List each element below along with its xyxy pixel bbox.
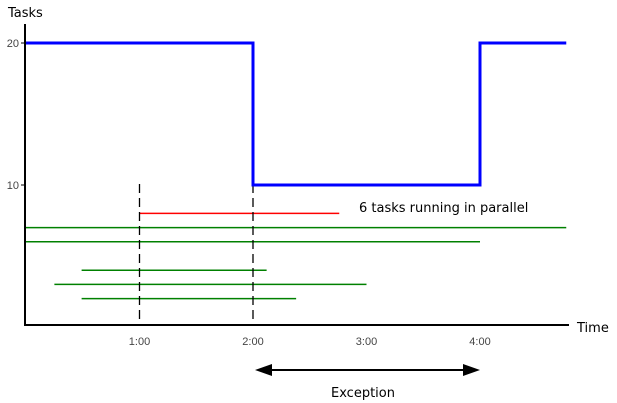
- y-tick-label: 20: [7, 38, 19, 50]
- capacity-line: [26, 41, 567, 187]
- arrow-left-icon: [255, 364, 272, 376]
- x-tick-label: 3:00: [356, 336, 377, 348]
- arrow-right-icon: [463, 364, 480, 376]
- y-axis-label: Tasks: [7, 6, 43, 21]
- x-tick-label: 2:00: [242, 336, 263, 348]
- x-tick-label: 1:00: [129, 336, 150, 348]
- exception-annotation: Exception: [331, 386, 395, 401]
- x-axis-label: Time: [576, 321, 609, 336]
- parallel-annotation: 6 tasks running in parallel: [359, 201, 528, 216]
- chart-marks: 10 20 1:00 2:00 3:00 4:00: [7, 24, 569, 376]
- y-tick-label: 10: [7, 180, 19, 192]
- x-tick-label: 4:00: [469, 336, 490, 348]
